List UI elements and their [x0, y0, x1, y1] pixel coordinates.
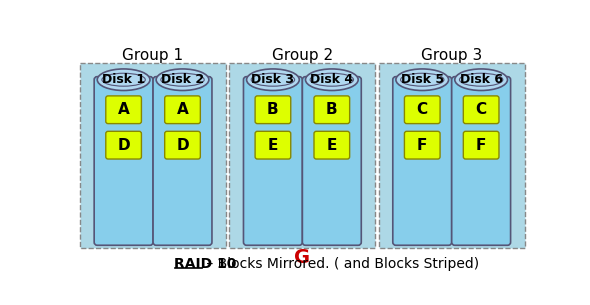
FancyBboxPatch shape: [80, 63, 226, 248]
Text: RAID 10: RAID 10: [175, 257, 237, 271]
Text: B: B: [267, 102, 278, 117]
Text: Disk 1: Disk 1: [102, 73, 145, 86]
Ellipse shape: [156, 69, 209, 91]
FancyBboxPatch shape: [94, 77, 153, 245]
Text: Disk 6: Disk 6: [460, 73, 503, 86]
FancyBboxPatch shape: [244, 77, 302, 245]
FancyBboxPatch shape: [314, 96, 350, 124]
Text: G: G: [294, 248, 310, 267]
FancyBboxPatch shape: [379, 63, 525, 248]
Text: Group 3: Group 3: [421, 48, 482, 63]
FancyBboxPatch shape: [153, 77, 212, 245]
Text: – Blocks Mirrored. ( and Blocks Striped): – Blocks Mirrored. ( and Blocks Striped): [202, 257, 480, 271]
FancyBboxPatch shape: [393, 77, 452, 245]
FancyBboxPatch shape: [255, 131, 291, 159]
Text: D: D: [117, 138, 130, 153]
Text: E: E: [327, 138, 337, 153]
Ellipse shape: [247, 69, 299, 91]
FancyBboxPatch shape: [404, 96, 440, 124]
Text: Disk 2: Disk 2: [161, 73, 204, 86]
Ellipse shape: [161, 73, 204, 86]
FancyBboxPatch shape: [463, 96, 499, 124]
FancyBboxPatch shape: [165, 131, 201, 159]
Text: B: B: [326, 102, 337, 117]
FancyBboxPatch shape: [165, 96, 201, 124]
Ellipse shape: [97, 69, 150, 91]
Ellipse shape: [401, 73, 444, 86]
Ellipse shape: [310, 73, 353, 86]
Ellipse shape: [102, 73, 145, 86]
Text: F: F: [417, 138, 427, 153]
FancyBboxPatch shape: [106, 131, 142, 159]
Text: Group 2: Group 2: [272, 48, 333, 63]
Text: F: F: [476, 138, 486, 153]
Text: A: A: [176, 102, 188, 117]
FancyBboxPatch shape: [404, 131, 440, 159]
Text: Disk 4: Disk 4: [310, 73, 353, 86]
FancyBboxPatch shape: [302, 77, 361, 245]
Text: Group 1: Group 1: [123, 48, 183, 63]
Text: D: D: [176, 138, 189, 153]
FancyBboxPatch shape: [314, 131, 350, 159]
Text: Disk 3: Disk 3: [251, 73, 294, 86]
Ellipse shape: [251, 73, 294, 86]
Text: Disk 5: Disk 5: [401, 73, 444, 86]
Text: E: E: [268, 138, 278, 153]
Ellipse shape: [455, 69, 507, 91]
FancyBboxPatch shape: [463, 131, 499, 159]
Ellipse shape: [306, 69, 358, 91]
FancyBboxPatch shape: [106, 96, 142, 124]
FancyBboxPatch shape: [230, 63, 375, 248]
FancyBboxPatch shape: [255, 96, 291, 124]
Ellipse shape: [460, 73, 503, 86]
Text: C: C: [417, 102, 428, 117]
Ellipse shape: [396, 69, 448, 91]
Text: C: C: [476, 102, 487, 117]
Text: A: A: [118, 102, 129, 117]
FancyBboxPatch shape: [452, 77, 510, 245]
